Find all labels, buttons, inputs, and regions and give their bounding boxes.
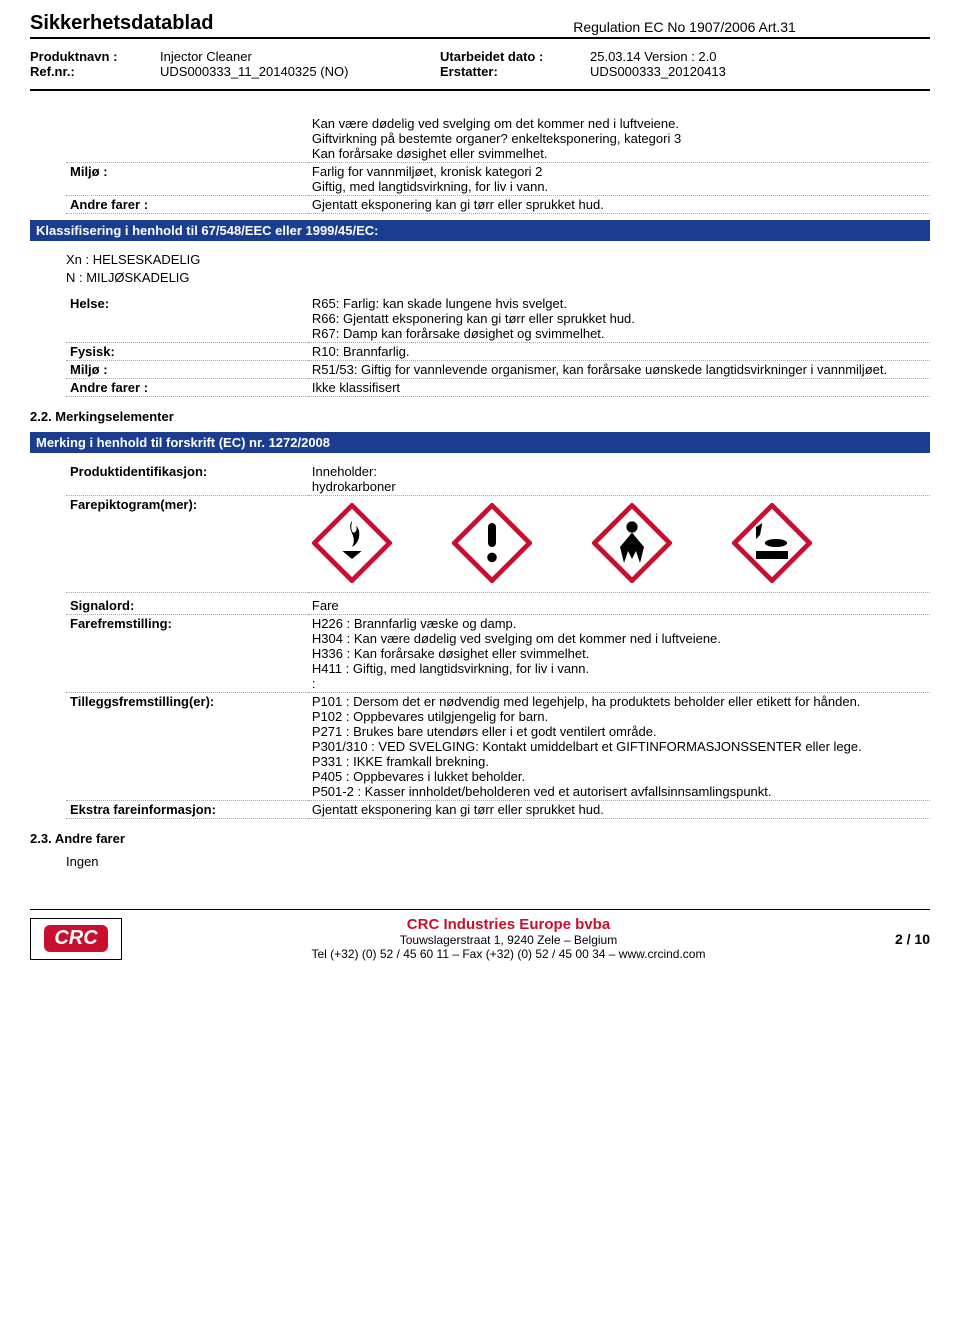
picto-label: Farepiktogram(mer): bbox=[66, 496, 308, 593]
health-hazard-pictogram-icon bbox=[592, 503, 672, 583]
company-tel: Tel (+32) (0) 52 / 45 60 11 – Fax (+32) … bbox=[142, 947, 875, 961]
marking-table-bottom: Signalord:Fare Farefremstilling:H226 : B… bbox=[66, 597, 930, 819]
ekstra-label: Ekstra fareinformasjon: bbox=[66, 801, 308, 819]
exclamation-pictogram-icon bbox=[452, 503, 532, 583]
helse-value: R65: Farlig: kan skade lungene hvis svel… bbox=[308, 295, 930, 343]
miljo-label: Miljø : bbox=[66, 163, 308, 196]
company-address: Touwslagerstraat 1, 9240 Zele – Belgium bbox=[142, 933, 875, 947]
andre-value: Gjentatt eksponering kan gi tørr eller s… bbox=[308, 196, 930, 214]
helse-label: Helse: bbox=[66, 295, 308, 343]
fysisk-label: Fysisk: bbox=[66, 343, 308, 361]
hazards-table-1: Kan være dødelig ved svelging om det kom… bbox=[66, 115, 930, 214]
pictogram-row bbox=[312, 503, 926, 583]
ingen-text: Ingen bbox=[66, 854, 930, 869]
prodid-label: Produktidentifikasjon: bbox=[66, 463, 308, 496]
prepared-label: Utarbeidet dato : bbox=[440, 49, 590, 64]
prepared-value: 25.03.14 Version : 2.0 bbox=[590, 49, 930, 64]
tillegg-value: P101 : Dersom det er nødvendig med legeh… bbox=[308, 693, 930, 801]
andre-label: Andre farer : bbox=[66, 196, 308, 214]
section-2-3: 2.3. Andre farer bbox=[30, 831, 930, 846]
fare-label: Farefremstilling: bbox=[66, 615, 308, 693]
product-label: Produktnavn : bbox=[30, 49, 160, 64]
ref-value: UDS000333_11_20140325 (NO) bbox=[160, 64, 440, 79]
ref-label: Ref.nr.: bbox=[30, 64, 160, 79]
crc-logo-text: CRC bbox=[44, 925, 107, 952]
section-2-2: 2.2. Merkingselementer bbox=[30, 409, 930, 424]
page-footer: CRC CRC Industries Europe bvba Touwslage… bbox=[30, 909, 930, 961]
hazard-text: Kan være dødelig ved svelging om det kom… bbox=[308, 115, 930, 163]
classification-codes: Xn : HELSESKADELIG N : MILJØSKADELIG bbox=[66, 251, 930, 287]
signal-label: Signalord: bbox=[66, 597, 308, 615]
replaces-label: Erstatter: bbox=[440, 64, 590, 79]
xn-code: Xn : HELSESKADELIG bbox=[66, 251, 930, 269]
company-name: CRC Industries Europe bvba bbox=[142, 916, 875, 933]
footer-center: CRC Industries Europe bvba Touwslagerstr… bbox=[142, 916, 875, 961]
miljo2-label: Miljø : bbox=[66, 361, 308, 379]
miljo-value: Farlig for vannmiljøet, kronisk kategori… bbox=[308, 163, 930, 196]
regulation-text: Regulation EC No 1907/2006 Art.31 bbox=[439, 19, 930, 35]
fysisk-value: R10: Brannfarlig. bbox=[308, 343, 930, 361]
header-bar: Sikkerhetsdatablad Regulation EC No 1907… bbox=[30, 12, 930, 39]
andre2-value: Ikke klassifisert bbox=[308, 379, 930, 397]
hazards-table-2: Helse:R65: Farlig: kan skade lungene hvi… bbox=[66, 295, 930, 397]
doc-title: Sikkerhetsdatablad bbox=[30, 12, 439, 35]
environment-pictogram-icon bbox=[732, 503, 812, 583]
miljo2-value: R51/53: Giftig for vannlevende organisme… bbox=[308, 361, 930, 379]
andre2-label: Andre farer : bbox=[66, 379, 308, 397]
marking-table-top: Produktidentifikasjon:Inneholder: hydrok… bbox=[66, 463, 930, 593]
prodid-value: Inneholder: hydrokarboner bbox=[308, 463, 930, 496]
fare-value: H226 : Brannfarlig væske og damp. H304 :… bbox=[308, 615, 930, 693]
product-value: Injector Cleaner bbox=[160, 49, 440, 64]
tillegg-label: Tilleggsfremstilling(er): bbox=[66, 693, 308, 801]
n-code: N : MILJØSKADELIG bbox=[66, 269, 930, 287]
flame-pictogram-icon bbox=[312, 503, 392, 583]
page-number: 2 / 10 bbox=[895, 931, 930, 947]
section-bar-marking: Merking i henhold til forskrift (EC) nr.… bbox=[30, 432, 930, 453]
crc-logo: CRC bbox=[30, 918, 122, 960]
replaces-value: UDS000333_20120413 bbox=[590, 64, 930, 79]
ekstra-value: Gjentatt eksponering kan gi tørr eller s… bbox=[308, 801, 930, 819]
signal-value: Fare bbox=[308, 597, 930, 615]
meta-block: Produktnavn : Injector Cleaner Utarbeide… bbox=[30, 43, 930, 91]
section-bar-classification: Klassifisering i henhold til 67/548/EEC … bbox=[30, 220, 930, 241]
